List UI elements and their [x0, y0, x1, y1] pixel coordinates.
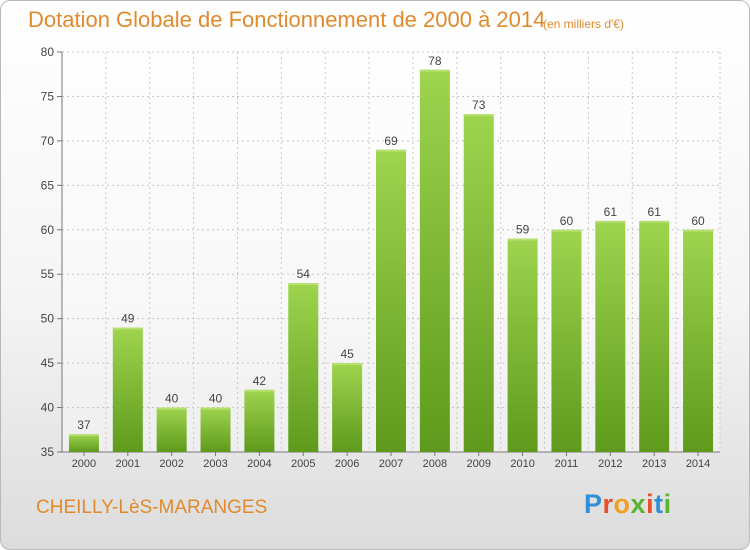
x-tick-label: 2010 [510, 458, 534, 470]
y-tick-label: 35 [41, 445, 55, 459]
x-tick-label: 2014 [686, 458, 710, 470]
x-tick-label: 2002 [159, 458, 183, 470]
bar [551, 229, 582, 452]
bar [419, 69, 450, 453]
bar-value-label: 60 [691, 214, 705, 228]
bar-highlight [507, 238, 538, 241]
bar-highlight [551, 229, 582, 232]
x-tick-label: 2000 [72, 458, 96, 470]
bar [156, 407, 187, 452]
bar-value-label: 60 [560, 214, 574, 228]
logo-letter: i [646, 489, 655, 519]
logo-letter: t [654, 489, 664, 519]
bar [112, 327, 143, 452]
x-tick-label: 2012 [598, 458, 622, 470]
bar-highlight [244, 389, 275, 392]
bar-highlight [112, 327, 143, 330]
bar-value-label: 78 [428, 54, 442, 68]
bar [595, 220, 626, 452]
bar [639, 220, 670, 452]
bar-value-label: 45 [340, 347, 354, 361]
x-tick-label: 2013 [642, 458, 666, 470]
bar-value-label: 40 [165, 392, 179, 406]
bar-value-label: 59 [516, 223, 530, 237]
bar-value-label: 69 [384, 134, 398, 148]
y-tick-label: 40 [41, 401, 55, 415]
bar [463, 114, 494, 452]
bar [68, 434, 99, 452]
bar [507, 238, 538, 452]
bar-highlight [376, 149, 406, 152]
commune-name: CHEILLY-LèS-MARANGES [36, 497, 268, 518]
bar-highlight [288, 283, 319, 286]
y-tick-label: 50 [41, 312, 55, 326]
bar-highlight [68, 434, 99, 437]
x-tick-label: 2007 [379, 458, 403, 470]
bar-value-label: 61 [604, 205, 618, 219]
bar [332, 363, 363, 452]
logo-letter: o [613, 489, 631, 519]
logo-letter: i [663, 489, 672, 519]
y-tick-label: 75 [41, 89, 55, 103]
bar-value-label: 42 [253, 374, 267, 388]
bar-highlight [156, 407, 187, 410]
bar-value-label: 61 [648, 205, 662, 219]
y-tick-label: 45 [41, 356, 55, 370]
bar-highlight [595, 220, 626, 223]
bar-highlight [419, 69, 450, 72]
x-tick-label: 2006 [335, 458, 359, 470]
bar-value-label: 54 [297, 267, 311, 281]
x-tick-label: 2001 [116, 458, 140, 470]
bar [288, 283, 319, 452]
bar-highlight [332, 363, 363, 366]
labels: 35 40 45 50 55 60 65 70 75 80 37 2000 49 2001 40 2002 40… [41, 45, 711, 470]
bar-highlight [200, 407, 231, 410]
x-tick-label: 2009 [466, 458, 490, 470]
bar-value-label: 37 [77, 418, 91, 432]
bars [68, 69, 714, 453]
y-tick-label: 60 [41, 223, 55, 237]
bar-highlight [639, 220, 670, 223]
x-tick-label: 2008 [423, 458, 447, 470]
y-tick-label: 55 [41, 267, 55, 281]
bar-value-label: 73 [472, 98, 486, 112]
x-tick-label: 2004 [247, 458, 271, 470]
logo-letter: r [602, 489, 614, 519]
y-tick-label: 65 [41, 178, 55, 192]
chart-title: Dotation Globale de Fonctionnement de 20… [28, 7, 546, 32]
bar-value-label: 40 [209, 392, 223, 406]
bar-value-label: 49 [121, 312, 135, 326]
y-tick-label: 80 [41, 45, 55, 59]
proxiti-logo: Proxiti [584, 489, 672, 520]
bar-highlight [463, 114, 494, 117]
bar-highlight [683, 229, 714, 232]
bar [244, 389, 275, 452]
bar [376, 149, 406, 452]
chart-unit: (en milliers d'€) [543, 17, 624, 31]
y-tick-label: 70 [41, 134, 55, 148]
logo-letter: x [630, 489, 647, 519]
x-tick-label: 2011 [555, 458, 579, 470]
logo-letter: P [584, 489, 603, 519]
x-tick-label: 2005 [291, 458, 315, 470]
bar [200, 407, 231, 452]
bar [683, 229, 714, 452]
x-tick-label: 2003 [203, 458, 227, 470]
